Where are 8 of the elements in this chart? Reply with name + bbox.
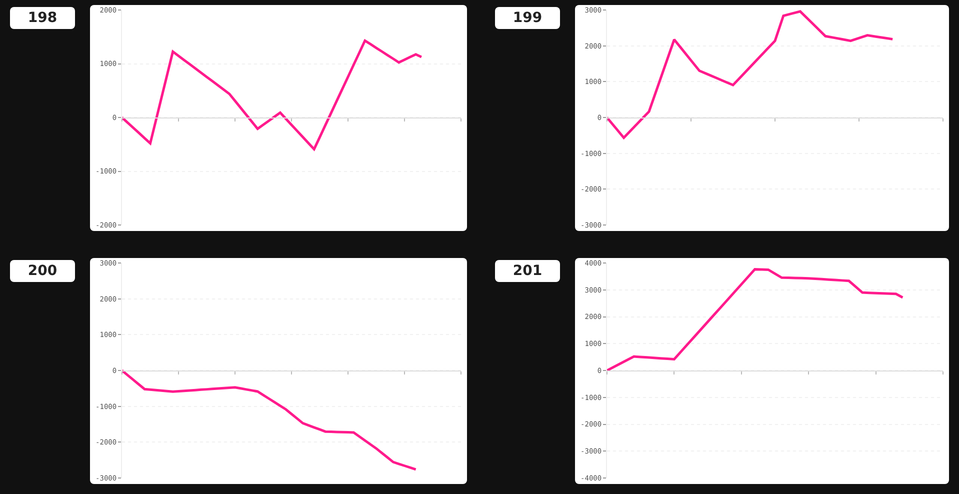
chart-title: 199 [495,7,560,29]
chart-title: 200 [10,260,75,282]
chart-title: 201 [495,260,560,282]
line-series [607,10,894,139]
line-series [607,268,904,372]
line-series [122,39,423,150]
line-series [122,369,418,471]
chart-title: 198 [10,7,75,29]
